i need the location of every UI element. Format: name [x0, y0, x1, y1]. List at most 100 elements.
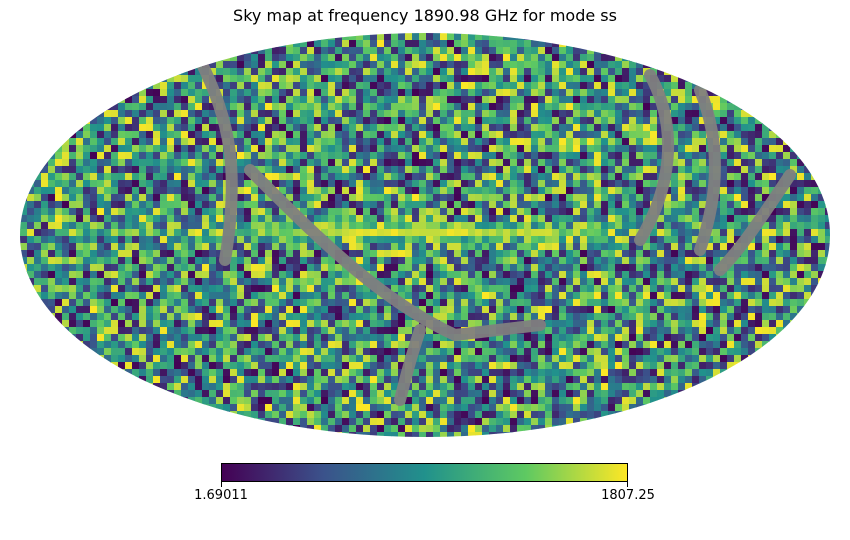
sky-pixel: [804, 187, 812, 195]
sky-pixel: [174, 173, 182, 181]
sky-pixel: [391, 117, 399, 125]
sky-pixel: [188, 299, 196, 307]
sky-pixel: [461, 75, 469, 83]
sky-pixel: [629, 131, 637, 139]
sky-pixel: [272, 229, 280, 237]
sky-pixel: [769, 306, 777, 314]
sky-pixel: [90, 243, 98, 251]
sky-pixel: [650, 313, 658, 321]
sky-pixel: [720, 201, 728, 209]
sky-pixel: [160, 278, 168, 286]
sky-pixel: [566, 75, 574, 83]
sky-pixel: [230, 334, 238, 342]
sky-pixel: [489, 75, 497, 83]
sky-pixel: [125, 110, 133, 118]
sky-pixel: [426, 82, 434, 90]
sky-pixel: [251, 313, 259, 321]
sky-pixel: [139, 285, 147, 293]
sky-pixel: [391, 75, 399, 83]
sky-pixel: [503, 264, 511, 272]
sky-pixel: [216, 271, 224, 279]
sky-pixel: [524, 306, 532, 314]
sky-pixel: [20, 208, 28, 216]
sky-pixel: [643, 313, 651, 321]
sky-pixel: [76, 236, 84, 244]
sky-pixel: [377, 215, 385, 223]
sky-pixel: [405, 257, 413, 265]
sky-pixel: [692, 271, 700, 279]
sky-pixel: [622, 103, 630, 111]
sky-pixel: [48, 271, 56, 279]
sky-pixel: [405, 166, 413, 174]
sky-pixel: [230, 61, 238, 69]
sky-pixel: [559, 215, 567, 223]
sky-pixel: [552, 362, 560, 370]
sky-pixel: [377, 131, 385, 139]
sky-pixel: [412, 243, 420, 251]
sky-pixel: [776, 138, 784, 146]
sky-pixel: [419, 82, 427, 90]
sky-pixel: [531, 68, 539, 76]
sky-pixel: [503, 271, 511, 279]
sky-pixel: [363, 327, 371, 335]
sky-pixel: [622, 341, 630, 349]
sky-pixel: [20, 271, 28, 279]
sky-pixel: [363, 348, 371, 356]
sky-pixel: [622, 131, 630, 139]
sky-pixel: [384, 334, 392, 342]
sky-pixel: [307, 215, 315, 223]
sky-pixel: [279, 68, 287, 76]
sky-pixel: [48, 152, 56, 160]
sky-pixel: [251, 145, 259, 153]
sky-pixel: [321, 229, 329, 237]
sky-pixel: [405, 82, 413, 90]
sky-pixel: [678, 334, 686, 342]
sky-pixel: [349, 54, 357, 62]
sky-pixel: [356, 89, 364, 97]
sky-pixel: [328, 306, 336, 314]
sky-pixel: [447, 348, 455, 356]
sky-pixel: [503, 306, 511, 314]
sky-pixel: [314, 369, 322, 377]
sky-pixel: [804, 166, 812, 174]
sky-pixel: [699, 173, 707, 181]
sky-pixel: [328, 369, 336, 377]
sky-pixel: [678, 194, 686, 202]
sky-pixel: [195, 173, 203, 181]
sky-pixel: [699, 320, 707, 328]
sky-pixel: [776, 215, 784, 223]
sky-pixel: [496, 54, 504, 62]
sky-pixel: [629, 348, 637, 356]
sky-pixel: [531, 40, 539, 48]
sky-pixel: [293, 299, 301, 307]
sky-pixel: [482, 145, 490, 153]
sky-pixel: [349, 320, 357, 328]
sky-pixel: [608, 313, 616, 321]
sky-pixel: [146, 173, 154, 181]
sky-pixel: [580, 292, 588, 300]
sky-pixel: [300, 54, 308, 62]
sky-pixel: [748, 355, 756, 363]
sky-pixel: [545, 89, 553, 97]
sky-pixel: [685, 117, 693, 125]
sky-pixel: [468, 180, 476, 188]
sky-pixel: [699, 145, 707, 153]
sky-pixel: [531, 124, 539, 132]
sky-pixel: [377, 376, 385, 384]
sky-pixel: [517, 173, 525, 181]
sky-pixel: [398, 215, 406, 223]
sky-pixel: [622, 124, 630, 132]
sky-pixel: [377, 89, 385, 97]
sky-pixel: [34, 257, 42, 265]
sky-pixel: [573, 334, 581, 342]
sky-pixel: [125, 180, 133, 188]
sky-pixel: [706, 362, 714, 370]
sky-pixel: [678, 348, 686, 356]
sky-pixel: [153, 271, 161, 279]
sky-pixel: [398, 257, 406, 265]
sky-pixel: [230, 383, 238, 391]
sky-pixel: [636, 250, 644, 258]
sky-pixel: [69, 313, 77, 321]
sky-pixel: [580, 47, 588, 55]
sky-pixel: [41, 250, 49, 258]
